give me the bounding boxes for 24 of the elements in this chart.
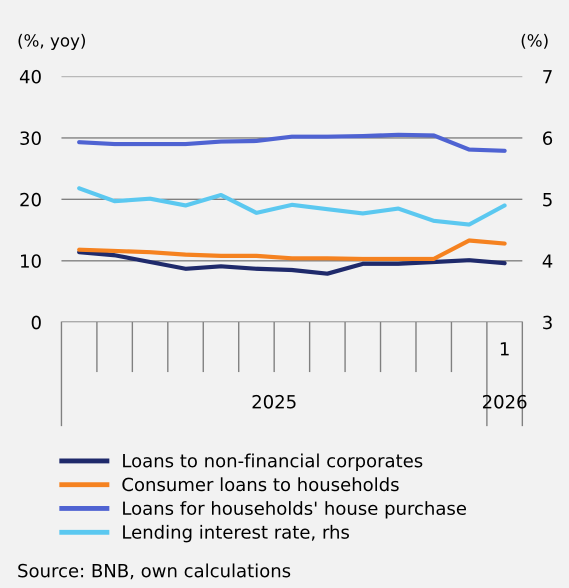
y-tick-label: 30 (20, 131, 41, 145)
y2-tick-label: 5 (543, 193, 552, 206)
legend-label: Loans to non-financial corporates (123, 453, 422, 471)
line-series (77, 250, 507, 276)
y2-axis-title: (%) (522, 34, 548, 49)
y-tick-label: 0 (32, 316, 41, 330)
line-series (77, 238, 507, 262)
line-series (77, 186, 507, 227)
x-tick-label: 1 (500, 342, 509, 356)
source-note: Source: BNB, own calculations (18, 563, 290, 580)
y-tick-label: 20 (20, 192, 41, 206)
legend-label: Lending interest rate, rhs (123, 524, 349, 542)
y-axis-title: (%, yoy) (18, 34, 85, 50)
legend-label: Consumer loans to households (122, 477, 399, 492)
y2-tick-label: 7 (543, 70, 552, 84)
text: 2026 (482, 394, 526, 409)
line-series (77, 132, 507, 153)
y2-tick-label: 3 (543, 316, 552, 330)
y-tick-label: 10 (21, 254, 41, 268)
y2-tick-label: 4 (542, 254, 552, 268)
y-tick-label: 40 (20, 70, 41, 84)
y2-tick-label: 6 (543, 131, 552, 145)
legend-label: Loans for households' house purchase (123, 501, 466, 519)
text: 2025 (252, 394, 296, 409)
